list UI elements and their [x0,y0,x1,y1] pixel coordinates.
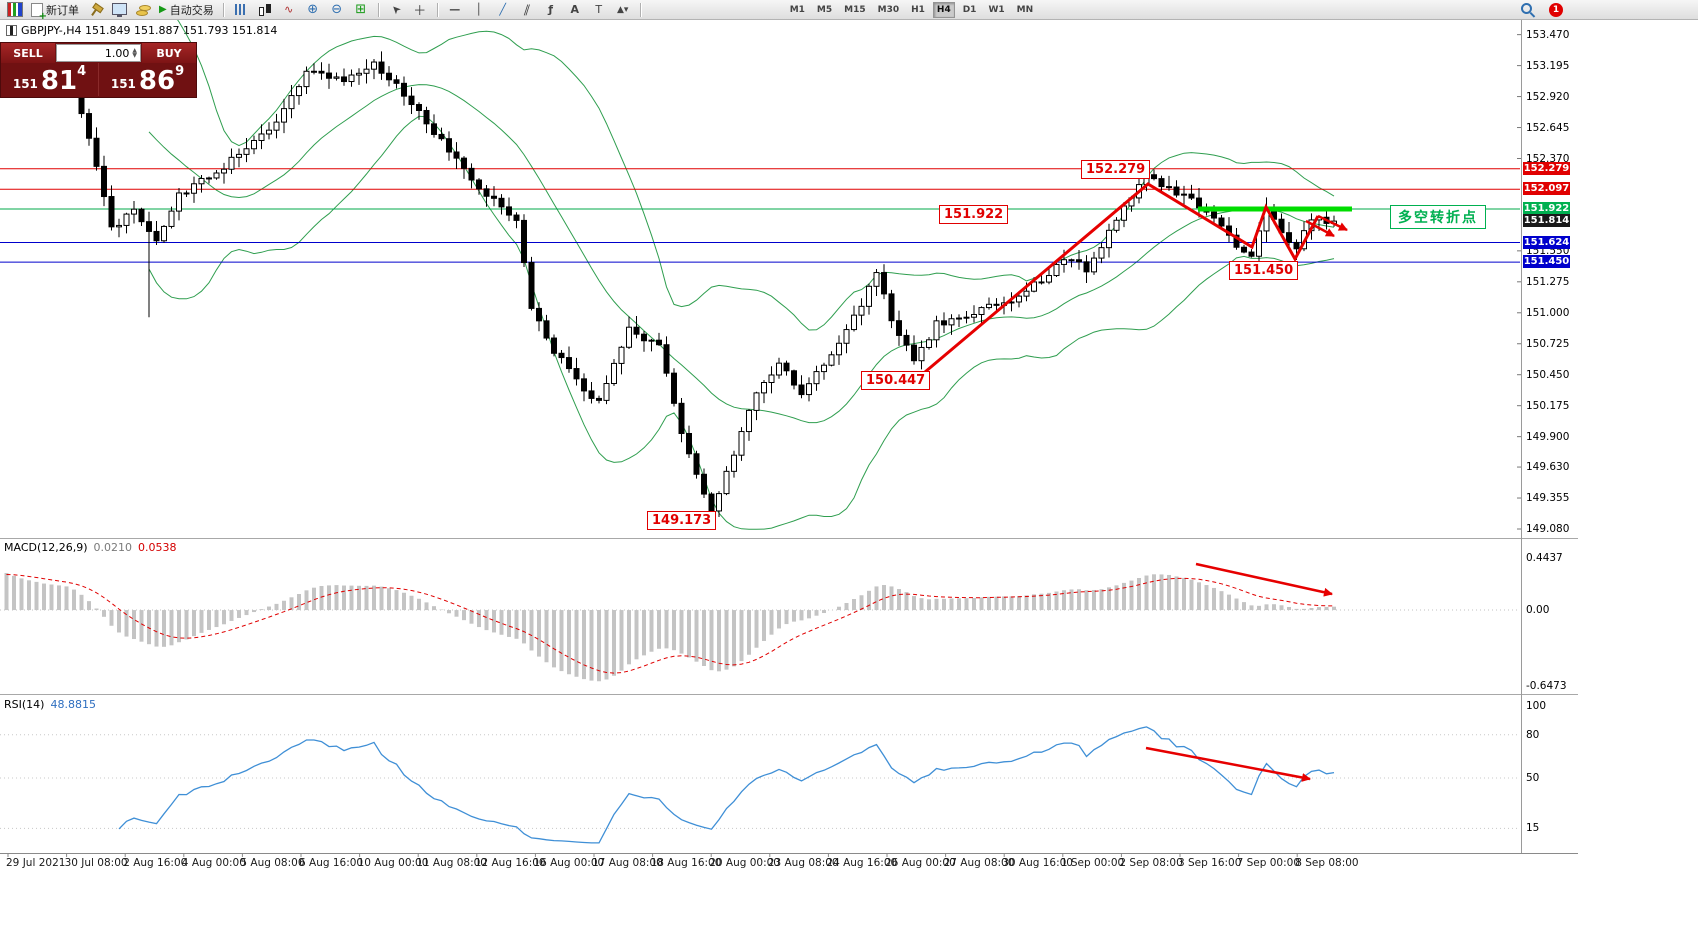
timeframe-D1[interactable]: D1 [962,4,977,15]
sell-price-prefix: 151 [12,77,38,91]
sell-price-main: 81 [40,66,78,96]
fibonacci-icon[interactable]: ƒ [548,3,554,16]
volume-input[interactable]: 1.00 ▲ ▼ [56,44,141,62]
timeframe-M15[interactable]: M15 [844,4,866,15]
arrows-tool-icon[interactable]: ▲▾ [616,4,629,15]
equidistant-channel-icon[interactable]: ∥ [521,3,532,16]
rsi-label: RSI(14) 48.8815 [4,698,96,711]
sell-button[interactable]: SELL [1,43,55,63]
buy-price-prefix: 151 [110,77,136,91]
timeframe-H4[interactable]: H4 [932,1,955,18]
bar-chart-icon[interactable] [233,2,249,17]
zoom-in-icon[interactable]: ⊕ [307,2,319,17]
buy-price-main: 86 [138,66,176,96]
timeframe-toolbar: M1 M5 M15 M30 H1 H4 D1 W1 MN [786,1,1037,18]
new-order-icon [31,2,47,22]
text-icon[interactable]: A [570,3,579,16]
chart-symbol-header: GBPJPY-,H4 151.849 151.887 151.793 151.8… [6,24,277,37]
buy-price-sup: 9 [175,64,185,79]
macd-label: MACD(12,26,9) 0.0210 0.0538 [4,541,177,554]
rsi-value: 48.8815 [50,698,96,711]
new-order-label: 新订单 [46,3,79,17]
tile-windows-icon[interactable]: ⊞ [355,2,367,17]
timeframe-MN[interactable]: MN [1016,4,1034,15]
buy-button[interactable]: BUY [142,43,196,63]
search-icon[interactable] [1519,2,1535,17]
mt4-app-icon[interactable] [7,2,23,17]
horizontal-line-icon[interactable]: — [449,3,461,16]
hammer-icon[interactable] [87,2,103,17]
timeframe-W1[interactable]: W1 [988,4,1005,15]
toolbar-separator [377,2,379,17]
chart-mini-icon [6,25,17,36]
trendline-icon[interactable]: ╱ [499,3,507,16]
vertical-line-icon[interactable]: │ [475,3,483,16]
candlestick-chart-icon[interactable] [257,2,273,17]
market-watch-icon[interactable] [111,2,127,17]
sell-price-sup: 4 [77,64,87,79]
auto-trading-button[interactable]: ▶ 自动交易 [155,1,218,19]
toolbar-separator [436,2,438,17]
macd-main-value: 0.0210 [93,541,133,554]
toolbar-separator [222,2,224,17]
toolbar-right-group: 1 [1515,2,1563,17]
text-label-icon[interactable]: T [595,3,603,16]
line-chart-icon[interactable]: ∿ [284,3,294,16]
timeframe-H1[interactable]: H1 [911,4,925,15]
coins-icon[interactable] [135,2,151,17]
cursor-icon[interactable]: ➤ [387,1,404,18]
ohlc-text: GBPJPY-,H4 151.849 151.887 151.793 151.8… [21,24,278,37]
toolbar: 新订单 ▶ 自动交易 ∿ ⊕ ⊖ ⊞ ➤ ＋ — │ ╱ ∥ ƒ A T ▲▾ … [0,0,1698,22]
play-icon: ▶ [159,4,167,15]
toolbar-separator [639,2,641,17]
volume-value: 1.00 [104,46,130,60]
crosshair-icon[interactable]: ＋ [413,4,427,19]
timeframe-M1[interactable]: M1 [789,4,805,15]
zoom-out-icon[interactable]: ⊖ [331,2,343,17]
volume-spinner[interactable]: ▲ ▼ [132,47,137,59]
sell-price[interactable]: 151 81 4 [1,63,98,96]
macd-signal-value: 0.0538 [138,541,177,554]
timeframe-M30[interactable]: M30 [877,4,900,15]
macd-name: MACD(12,26,9) [4,541,88,554]
buy-price[interactable]: 151 86 9 [98,63,196,96]
rsi-name: RSI(14) [4,698,45,711]
notification-badge[interactable]: 1 [1549,2,1563,17]
auto-trading-label: 自动交易 [169,3,214,17]
timeframe-M5[interactable]: M5 [816,4,833,15]
new-order-button[interactable]: 新订单 [27,1,83,22]
one-click-trading-panel: SELL 1.00 ▲ ▼ BUY 151 81 4 151 86 9 [0,42,197,98]
